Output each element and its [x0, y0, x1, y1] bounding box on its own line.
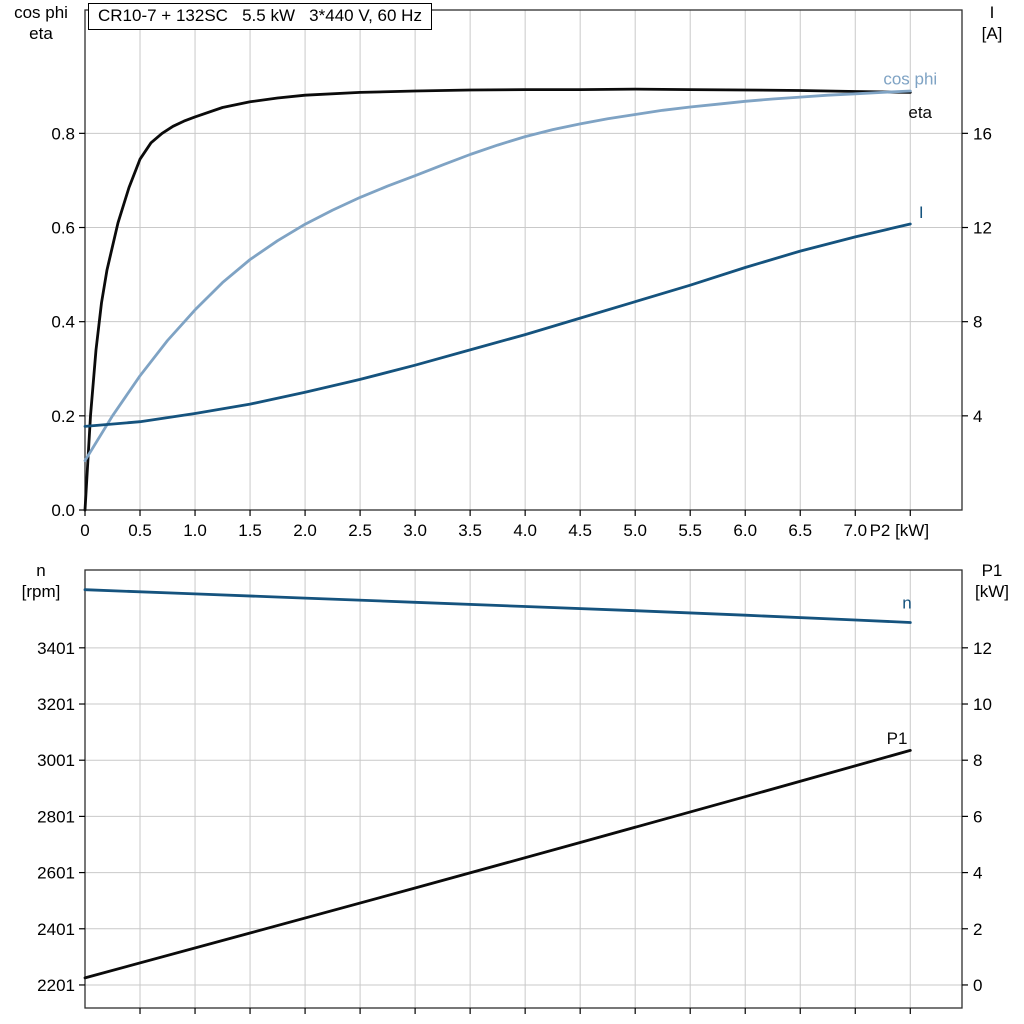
axis-label-cos-phi: cos phi — [14, 3, 68, 22]
tick-label-x: 2.5 — [348, 521, 372, 540]
tick-label-x: 0 — [80, 521, 89, 540]
tick-label-x: 4.0 — [513, 521, 537, 540]
tick-label-left: 3201 — [37, 695, 75, 714]
tick-label-x: 2.0 — [293, 521, 317, 540]
tick-label-right: 12 — [973, 639, 992, 658]
tick-label-right: 8 — [973, 751, 982, 770]
curve-cos-phi — [83, 89, 912, 462]
tick-label-left: 0.0 — [51, 501, 75, 520]
tick-label-right: 2 — [973, 920, 982, 939]
axis-label-eta: eta — [29, 24, 53, 43]
tick-label-right: 4 — [973, 407, 982, 426]
tick-label-x: 3.5 — [458, 521, 482, 540]
tick-label-right: 16 — [973, 124, 992, 143]
chart-top: 0.0 0.2 0.4 0.6 0.8 4 8 12 16 0 0.5 1.0 1.5 2.0 2.5 3.0… — [51, 9, 992, 540]
tick-label-x: 5.5 — [678, 521, 702, 540]
curve-eta — [83, 87, 912, 512]
plot-frame — [84, 569, 963, 1009]
curve-current — [83, 222, 912, 428]
tick-label-x: 3.0 — [403, 521, 427, 540]
axis-label-kw: [kW] — [975, 582, 1009, 601]
tick-label-left: 3001 — [37, 751, 75, 770]
bottom-right-axis-label: P1 [kW] — [962, 560, 1022, 602]
tick-label-x: 7.0 — [843, 521, 867, 540]
chart-bottom: 2201 2401 2601 2801 3001 3201 3401 0 2 4 6 8 10 12 P1 n — [37, 569, 992, 1014]
tick-label-right: 6 — [973, 807, 982, 826]
tick-label-right: 8 — [973, 313, 982, 332]
axis-label-rpm: [rpm] — [21, 582, 61, 601]
tick-label-x: 5.0 — [623, 521, 647, 540]
tick-label-left: 2801 — [37, 807, 75, 826]
plot-frame — [84, 9, 963, 511]
tick-label-x: 1.0 — [183, 521, 207, 540]
tick-label-left: 0.4 — [51, 313, 75, 332]
tick-label-x: 6.0 — [733, 521, 757, 540]
curve-label-current: I — [919, 203, 924, 222]
curve-speed — [83, 588, 912, 624]
curve-p1 — [83, 749, 912, 980]
tick-label-left: 2401 — [37, 920, 75, 939]
axis-label-p1: P1 — [981, 561, 1003, 580]
axis-label-n: n — [36, 561, 46, 580]
axis-label-amps: [A] — [981, 24, 1003, 43]
tick-label-x: 1.5 — [238, 521, 262, 540]
tick-label-left: 0.6 — [51, 219, 75, 238]
tick-label-right: 12 — [973, 219, 992, 238]
curve-label-p1: P1 — [887, 729, 908, 748]
tick-label-right: 4 — [973, 864, 982, 883]
tick-label-x: 4.5 — [568, 521, 592, 540]
top-left-axis-label: cos phi eta — [0, 2, 82, 44]
curve-label-speed: n — [902, 594, 911, 613]
top-right-axis-label: I [A] — [962, 2, 1022, 44]
tick-label-x: 6.5 — [788, 521, 812, 540]
bottom-left-axis-label: n [rpm] — [0, 560, 82, 602]
curve-label-cos-phi: cos phi — [883, 70, 937, 89]
tick-label-left: 0.2 — [51, 407, 75, 426]
tick-label-left: 3401 — [37, 639, 75, 658]
tick-label-left: 0.8 — [51, 124, 75, 143]
tick-label-right: 0 — [973, 976, 982, 995]
curve-label-eta: eta — [908, 103, 932, 122]
axis-label-i: I — [989, 3, 995, 22]
chart-title: CR10-7 + 132SC 5.5 kW 3*440 V, 60 Hz — [88, 3, 432, 30]
tick-label-left: 2601 — [37, 864, 75, 883]
tick-label-left: 2201 — [37, 976, 75, 995]
tick-label-right: 10 — [973, 695, 992, 714]
x-axis-unit-label: P2 [kW] — [870, 521, 930, 540]
tick-label-x: 0.5 — [128, 521, 152, 540]
